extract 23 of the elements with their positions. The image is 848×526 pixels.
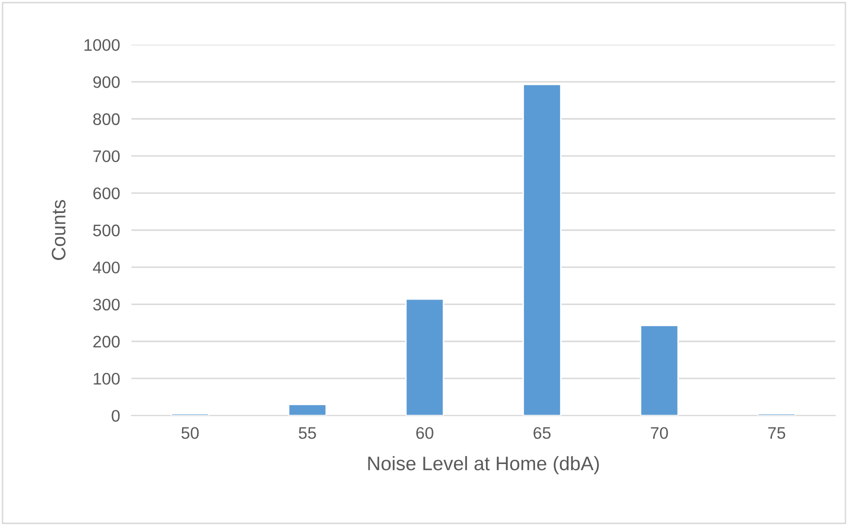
bar (522, 84, 562, 416)
x-tick-label: 70 (650, 427, 668, 439)
x-tick-label: 65 (534, 427, 551, 439)
y-tick-label: 300 (93, 298, 120, 310)
y-tick-label: 200 (93, 336, 120, 348)
x-axis-title: Noise Level at Home (dbA) (368, 456, 599, 474)
x-tick-label: 55 (298, 427, 316, 439)
y-tick-label: 700 (93, 150, 120, 162)
y-tick-label: 500 (93, 224, 120, 236)
y-tick-label: 600 (93, 187, 120, 200)
y-axis-title: Counts (52, 200, 66, 260)
x-tick-label: 60 (416, 427, 434, 439)
y-tick-label: 1000 (84, 39, 120, 51)
y-tick-label: 0 (112, 410, 120, 422)
y-tick-label: 900 (93, 76, 120, 88)
x-tick-label: 75 (768, 427, 786, 439)
bar (288, 404, 327, 416)
y-tick-label: 100 (94, 372, 120, 385)
y-tick-label: 400 (92, 262, 120, 274)
bar (640, 324, 679, 416)
y-tick-label: 800 (93, 113, 120, 126)
bar (405, 298, 444, 416)
x-tick-label: 50 (181, 427, 199, 439)
